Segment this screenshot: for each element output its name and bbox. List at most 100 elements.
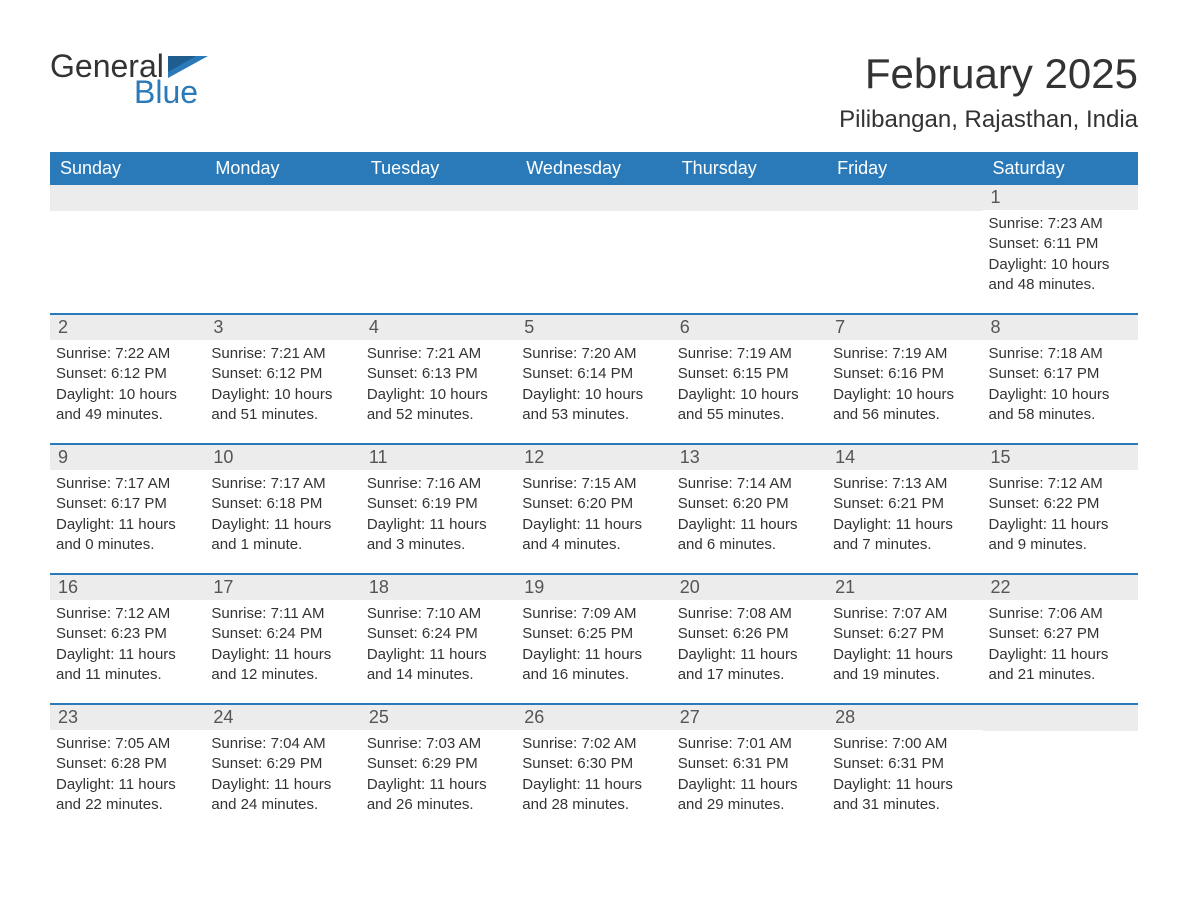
sunrise-line: Sunrise: 7:20 AM xyxy=(522,344,665,364)
day-number: 5 xyxy=(516,315,671,340)
day-body: Sunrise: 7:18 AMSunset: 6:17 PMDaylight:… xyxy=(983,340,1138,433)
day-cell xyxy=(672,185,827,313)
day-cell: 22Sunrise: 7:06 AMSunset: 6:27 PMDayligh… xyxy=(983,575,1138,703)
sunset-line: Sunset: 6:27 PM xyxy=(989,624,1132,644)
sunrise-line: Sunrise: 7:22 AM xyxy=(56,344,199,364)
day-cell: 2Sunrise: 7:22 AMSunset: 6:12 PMDaylight… xyxy=(50,315,205,443)
sunrise-line: Sunrise: 7:17 AM xyxy=(56,474,199,494)
sunrise-line: Sunrise: 7:10 AM xyxy=(367,604,510,624)
day-cell: 18Sunrise: 7:10 AMSunset: 6:24 PMDayligh… xyxy=(361,575,516,703)
calendar-body: 1Sunrise: 7:23 AMSunset: 6:11 PMDaylight… xyxy=(50,185,1138,833)
sunset-line: Sunset: 6:13 PM xyxy=(367,364,510,384)
day-number: 17 xyxy=(205,575,360,600)
day-body: Sunrise: 7:14 AMSunset: 6:20 PMDaylight:… xyxy=(672,470,827,563)
sunrise-line: Sunrise: 7:17 AM xyxy=(211,474,354,494)
daylight-line: Daylight: 11 hours and 22 minutes. xyxy=(56,775,199,816)
daylight-line: Daylight: 11 hours and 1 minute. xyxy=(211,515,354,556)
weekday-header: Thursday xyxy=(672,152,827,185)
day-number: 16 xyxy=(50,575,205,600)
sunset-line: Sunset: 6:19 PM xyxy=(367,494,510,514)
sunset-line: Sunset: 6:12 PM xyxy=(211,364,354,384)
day-cell: 9Sunrise: 7:17 AMSunset: 6:17 PMDaylight… xyxy=(50,445,205,573)
day-cell xyxy=(516,185,671,313)
daylight-line: Daylight: 11 hours and 9 minutes. xyxy=(989,515,1132,556)
day-cell: 6Sunrise: 7:19 AMSunset: 6:15 PMDaylight… xyxy=(672,315,827,443)
day-number: 19 xyxy=(516,575,671,600)
day-cell: 4Sunrise: 7:21 AMSunset: 6:13 PMDaylight… xyxy=(361,315,516,443)
daylight-line: Daylight: 10 hours and 58 minutes. xyxy=(989,385,1132,426)
sunrise-line: Sunrise: 7:18 AM xyxy=(989,344,1132,364)
sunrise-line: Sunrise: 7:19 AM xyxy=(678,344,821,364)
day-cell xyxy=(50,185,205,313)
day-body: Sunrise: 7:21 AMSunset: 6:12 PMDaylight:… xyxy=(205,340,360,433)
weekday-header: Wednesday xyxy=(516,152,671,185)
empty-day-header xyxy=(361,185,516,211)
sunset-line: Sunset: 6:24 PM xyxy=(211,624,354,644)
day-body: Sunrise: 7:04 AMSunset: 6:29 PMDaylight:… xyxy=(205,730,360,823)
daylight-line: Daylight: 10 hours and 48 minutes. xyxy=(989,255,1132,296)
empty-day-header xyxy=(205,185,360,211)
day-body: Sunrise: 7:01 AMSunset: 6:31 PMDaylight:… xyxy=(672,730,827,823)
day-cell: 8Sunrise: 7:18 AMSunset: 6:17 PMDaylight… xyxy=(983,315,1138,443)
day-cell: 1Sunrise: 7:23 AMSunset: 6:11 PMDaylight… xyxy=(983,185,1138,313)
day-body: Sunrise: 7:16 AMSunset: 6:19 PMDaylight:… xyxy=(361,470,516,563)
daylight-line: Daylight: 10 hours and 49 minutes. xyxy=(56,385,199,426)
week-row: 16 Sunrise: 7:12 AMSunset: 6:23 PMDayligh… xyxy=(50,573,1138,703)
weekday-header: Saturday xyxy=(983,152,1138,185)
day-cell xyxy=(361,185,516,313)
day-number: 28 xyxy=(827,705,982,730)
day-cell: 21Sunrise: 7:07 AMSunset: 6:27 PMDayligh… xyxy=(827,575,982,703)
sunrise-line: Sunrise: 7:11 AM xyxy=(211,604,354,624)
day-number: 21 xyxy=(827,575,982,600)
day-cell: 27Sunrise: 7:01 AMSunset: 6:31 PMDayligh… xyxy=(672,705,827,833)
sunrise-line: Sunrise: 7:16 AM xyxy=(367,474,510,494)
sunset-line: Sunset: 6:16 PM xyxy=(833,364,976,384)
day-body: Sunrise: 7:08 AMSunset: 6:26 PMDaylight:… xyxy=(672,600,827,693)
empty-day-header xyxy=(50,185,205,211)
day-number: 22 xyxy=(983,575,1138,600)
week-row: 9Sunrise: 7:17 AMSunset: 6:17 PMDaylight… xyxy=(50,443,1138,573)
day-number: 3 xyxy=(205,315,360,340)
daylight-line: Daylight: 11 hours and 11 minutes. xyxy=(56,645,199,686)
day-number: 26 xyxy=(516,705,671,730)
day-body: Sunrise: 7:09 AMSunset: 6:25 PMDaylight:… xyxy=(516,600,671,693)
weekday-header: Monday xyxy=(205,152,360,185)
daylight-line: Daylight: 11 hours and 24 minutes. xyxy=(211,775,354,816)
sunset-line: Sunset: 6:20 PM xyxy=(522,494,665,514)
sunrise-line: Sunrise: 7:19 AM xyxy=(833,344,976,364)
daylight-line: Daylight: 11 hours and 4 minutes. xyxy=(522,515,665,556)
day-body: Sunrise: 7:10 AMSunset: 6:24 PMDaylight:… xyxy=(361,600,516,693)
location-text: Pilibangan, Rajasthan, India xyxy=(839,106,1138,134)
sunrise-line: Sunrise: 7:15 AM xyxy=(522,474,665,494)
month-title: February 2025 xyxy=(839,50,1138,98)
sunset-line: Sunset: 6:26 PM xyxy=(678,624,821,644)
sunrise-line: Sunrise: 7:12 AM xyxy=(56,604,199,624)
day-cell xyxy=(983,705,1138,833)
sunrise-line: Sunrise: 7:23 AM xyxy=(989,214,1132,234)
sunrise-line: Sunrise: 7:21 AM xyxy=(367,344,510,364)
day-cell: 12Sunrise: 7:15 AMSunset: 6:20 PMDayligh… xyxy=(516,445,671,573)
day-body: Sunrise: 7:15 AMSunset: 6:20 PMDaylight:… xyxy=(516,470,671,563)
logo-word-blue: Blue xyxy=(134,76,208,108)
sunset-line: Sunset: 6:17 PM xyxy=(56,494,199,514)
daylight-line: Daylight: 11 hours and 31 minutes. xyxy=(833,775,976,816)
day-cell: 13Sunrise: 7:14 AMSunset: 6:20 PMDayligh… xyxy=(672,445,827,573)
sunset-line: Sunset: 6:21 PM xyxy=(833,494,976,514)
sunrise-line: Sunrise: 7:12 AM xyxy=(989,474,1132,494)
daylight-line: Daylight: 10 hours and 52 minutes. xyxy=(367,385,510,426)
day-body: Sunrise: 7:19 AMSunset: 6:15 PMDaylight:… xyxy=(672,340,827,433)
day-cell: 3Sunrise: 7:21 AMSunset: 6:12 PMDaylight… xyxy=(205,315,360,443)
sunrise-line: Sunrise: 7:07 AM xyxy=(833,604,976,624)
day-number: 15 xyxy=(983,445,1138,470)
logo: General Blue xyxy=(50,50,208,108)
week-row: 23Sunrise: 7:05 AMSunset: 6:28 PMDayligh… xyxy=(50,703,1138,833)
sunset-line: Sunset: 6:11 PM xyxy=(989,234,1132,254)
sunset-line: Sunset: 6:20 PM xyxy=(678,494,821,514)
day-body: Sunrise: 7:12 AMSunset: 6:22 PMDaylight:… xyxy=(983,470,1138,563)
sunset-line: Sunset: 6:31 PM xyxy=(678,754,821,774)
day-number: 23 xyxy=(50,705,205,730)
sunset-line: Sunset: 6:17 PM xyxy=(989,364,1132,384)
day-cell: 20Sunrise: 7:08 AMSunset: 6:26 PMDayligh… xyxy=(672,575,827,703)
sunset-line: Sunset: 6:23 PM xyxy=(56,624,199,644)
daylight-line: Daylight: 11 hours and 29 minutes. xyxy=(678,775,821,816)
